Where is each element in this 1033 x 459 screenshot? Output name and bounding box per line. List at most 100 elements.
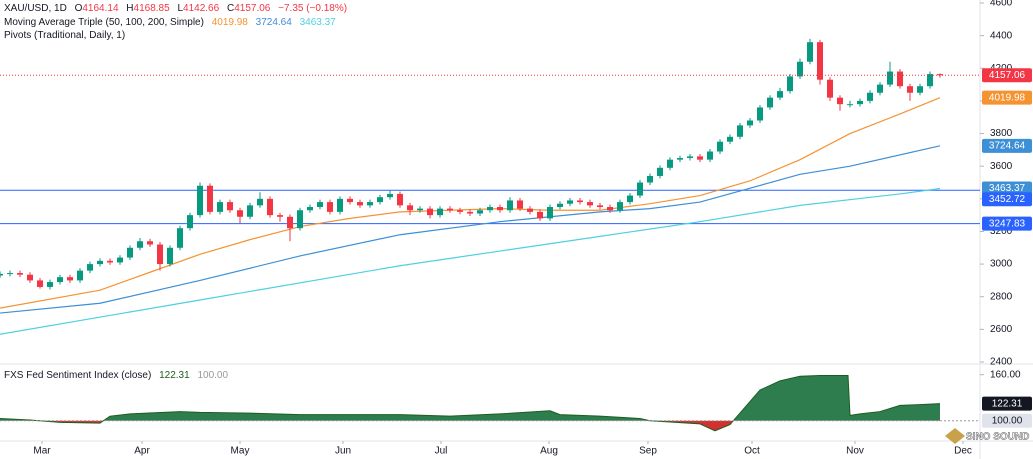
candle-body	[107, 260, 113, 263]
ohlc: C4157.06	[227, 3, 270, 14]
price-label: 3452.72	[989, 194, 1026, 205]
candle-body	[807, 42, 813, 62]
value-label-box	[982, 396, 1032, 411]
candle-body	[57, 277, 63, 283]
indicator-legend: FXS Fed Sentiment Index (close) 122.31 1…	[4, 370, 233, 381]
candle-body	[437, 208, 443, 216]
candle-body	[557, 203, 563, 207]
candle-body	[67, 277, 73, 281]
candle-body	[677, 158, 683, 160]
candle-body	[257, 198, 263, 206]
candle-body	[857, 100, 863, 105]
candle-body	[567, 200, 573, 204]
candle-body	[17, 273, 23, 275]
candle-body	[527, 208, 533, 212]
candle-body	[147, 241, 153, 245]
candle-body	[167, 247, 173, 265]
candle-body	[87, 264, 93, 271]
ma-line	[0, 187, 941, 335]
candle-body	[217, 202, 223, 212]
candle-body	[547, 206, 553, 219]
x-tick-label: Jul	[435, 446, 448, 457]
candle-body	[377, 197, 383, 203]
ohlc: L4142.66	[177, 3, 219, 14]
candle-body	[467, 211, 473, 214]
candle-body	[607, 206, 613, 211]
candle-body	[517, 200, 523, 209]
candle-body	[717, 141, 723, 152]
candle-body	[887, 71, 893, 85]
ohlc-value: 4142.66	[183, 3, 220, 14]
candle-body	[637, 182, 643, 196]
y-tick-label: 3800	[990, 128, 1013, 139]
candle-body	[827, 79, 833, 98]
candle-body	[157, 244, 163, 265]
ma-line	[0, 97, 941, 309]
ma-title: Moving Average Triple (50, 100, 200, Sim…	[4, 17, 204, 28]
candle-body	[747, 120, 753, 126]
price-label-box	[982, 68, 1032, 83]
price-label-box	[982, 216, 1032, 231]
candle-body	[657, 167, 663, 176]
symbol: XAU/USD, 1D	[4, 3, 67, 14]
candle-body	[427, 208, 433, 216]
area-line	[0, 374, 941, 432]
candle-body	[647, 175, 653, 183]
candle-body	[477, 210, 483, 214]
baseline-label-box	[982, 413, 1032, 428]
candle-body	[247, 205, 253, 217]
pivots-title: Pivots (Traditional, Daily, 1)	[4, 30, 126, 41]
x-tick-label: Jun	[335, 446, 351, 457]
candle-body	[287, 216, 293, 229]
watermark: SINO SOUND	[966, 432, 1029, 443]
candle-body	[27, 274, 33, 281]
candle-body	[847, 104, 853, 106]
ohlc: H4168.85	[126, 3, 169, 14]
indicator-baseline: 100.00	[197, 370, 229, 381]
candle-body	[227, 202, 233, 211]
baseline-label: 100.00	[992, 415, 1023, 426]
candle-body	[357, 202, 363, 206]
candle-body	[667, 159, 673, 168]
candle-body	[797, 61, 803, 77]
indicator-value: 122.31	[159, 370, 190, 381]
candle-body	[187, 215, 193, 229]
x-tick-label: Aug	[540, 446, 558, 457]
candle-body	[727, 136, 733, 142]
candle-body	[867, 92, 873, 101]
candle-body	[307, 206, 313, 211]
candle-body	[397, 193, 403, 206]
candle-body	[457, 210, 463, 212]
candle-body	[817, 42, 823, 80]
candle-body	[137, 241, 143, 248]
x-tick-label: Mar	[33, 446, 51, 457]
indicator-title: FXS Fed Sentiment Index (close)	[4, 370, 152, 381]
ohlc-label: O	[74, 3, 83, 14]
change: −7.35 (−0.18%)	[278, 3, 348, 14]
candle-body	[737, 125, 743, 137]
ohlc-value: 4157.06	[234, 3, 271, 14]
ohlc: O4164.14	[75, 3, 119, 14]
candle-body	[937, 74, 943, 76]
candle-body	[597, 205, 603, 207]
candle-body	[347, 198, 353, 203]
candle-body	[317, 202, 323, 207]
y-tick-label: 2800	[990, 291, 1013, 302]
y-tick-label: 4600	[990, 0, 1013, 9]
candle-body	[907, 86, 913, 93]
candle-body	[297, 210, 303, 229]
candle-body	[577, 200, 583, 203]
ma-value: 3724.64	[255, 17, 292, 28]
ohlc-label: H	[126, 3, 134, 14]
price-label: 3247.83	[989, 218, 1026, 229]
candle-body	[37, 280, 43, 287]
price-label-box	[982, 138, 1032, 153]
y-tick-label: 160.00	[990, 369, 1021, 380]
candle-body	[687, 156, 693, 159]
candle-body	[767, 97, 773, 108]
y-tick-label: 2400	[990, 357, 1013, 368]
watermark-logo: SINO SOUND	[945, 428, 1030, 444]
price-label: 4019.98	[989, 92, 1026, 103]
candle-body	[487, 206, 493, 211]
candle-body	[237, 210, 243, 217]
